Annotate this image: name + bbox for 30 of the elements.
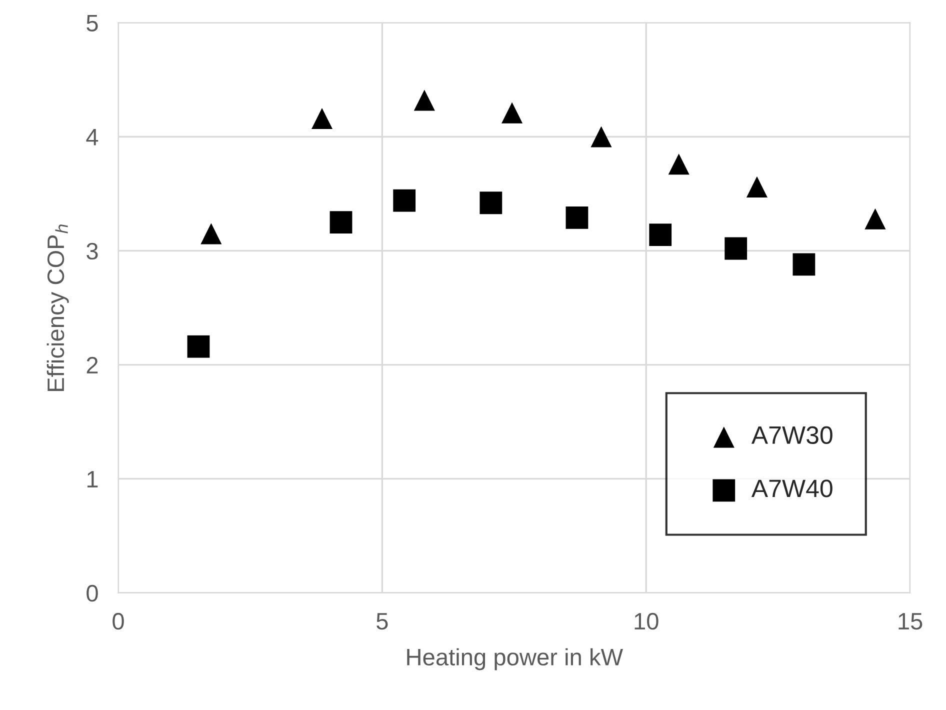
point <box>502 102 523 124</box>
y-tick-label: 5 <box>86 15 98 32</box>
point <box>590 126 612 148</box>
point <box>187 335 210 358</box>
y-tick-label: 1 <box>87 471 98 488</box>
x-tick-label: 5 <box>376 613 388 630</box>
x-tick-label: 10 <box>634 612 658 630</box>
y-axis-title: Efficiency COP$_{h}$ <box>46 224 69 391</box>
x-tick-label: 0 <box>112 612 124 630</box>
point <box>393 189 416 212</box>
point <box>864 208 886 230</box>
legend-label: A7W30 <box>751 426 832 444</box>
point <box>566 206 588 229</box>
x-axis-title: Heating power in kW <box>407 648 623 670</box>
x-tick-label: 15 <box>898 613 922 630</box>
point <box>668 154 690 175</box>
point <box>792 253 816 276</box>
legend-label: A7W40 <box>751 480 832 498</box>
point <box>746 176 768 198</box>
point <box>724 237 748 260</box>
y-tick-label: 2 <box>86 356 98 374</box>
point <box>480 192 502 214</box>
y-tick-label: 4 <box>86 129 98 146</box>
point <box>330 211 352 234</box>
point <box>200 223 222 244</box>
y-tick-label: 0 <box>86 584 98 602</box>
y-tick-label: 3 <box>86 242 98 260</box>
point <box>414 90 435 111</box>
point <box>649 224 672 246</box>
point <box>311 108 333 130</box>
